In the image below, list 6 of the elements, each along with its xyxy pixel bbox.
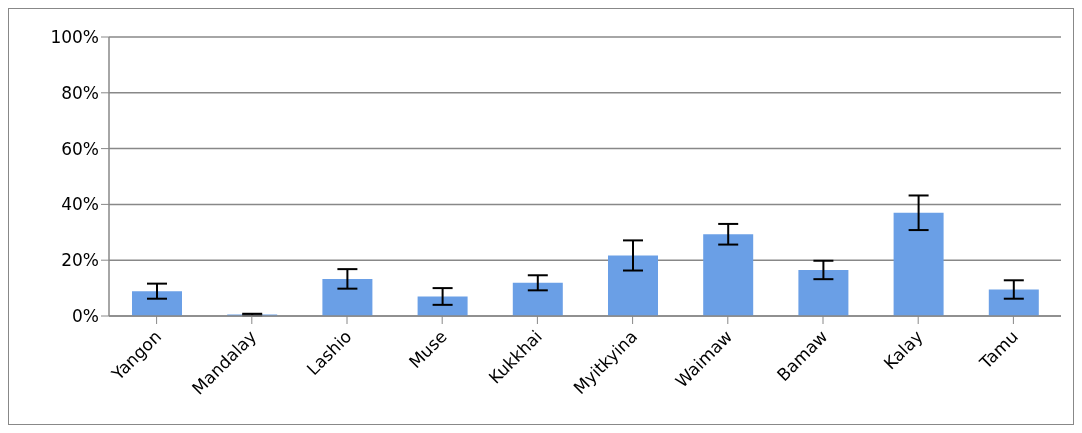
y-tick-label: 100% <box>50 27 99 48</box>
y-tick-label: 40% <box>61 194 99 215</box>
y-tick-label: 80% <box>61 82 99 103</box>
y-tick-label: 20% <box>61 250 99 271</box>
y-tick-label: 0% <box>72 306 99 327</box>
y-tick-label: 60% <box>61 138 99 159</box>
